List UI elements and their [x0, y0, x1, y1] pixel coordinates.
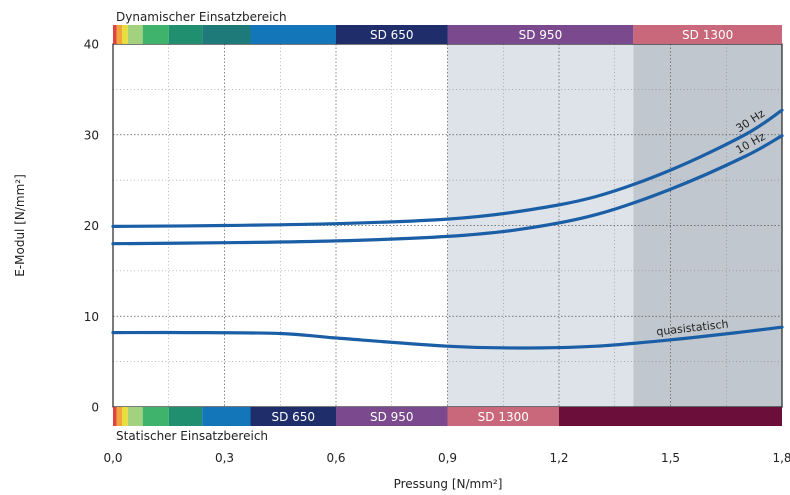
top-band-segment-9 — [447, 25, 634, 44]
top-band-segment-6 — [202, 25, 251, 44]
bottom-band-segment-7 — [250, 407, 336, 426]
curve-quasistatisch — [111, 325, 784, 350]
y-axis-label: E-Modul [N/mm²] — [13, 174, 27, 277]
bottom-band: SD 650 SD 950 SD 1300 — [113, 407, 782, 426]
x-tick-3: 0,9 — [438, 451, 457, 465]
top-band-segment-4 — [142, 25, 169, 44]
bottom-band-segment-1 — [116, 407, 123, 426]
top-band-label-sd-650: SD 650 — [370, 28, 414, 42]
top-band-label-sd-1300: SD 1300 — [682, 28, 733, 42]
bottom-band-label-sd-650: SD 650 — [271, 410, 315, 424]
x-tick-2: 0,6 — [326, 451, 345, 465]
bottom-band-segment-5 — [168, 407, 203, 426]
bottom-band-title: Statischer Einsatzbereich — [116, 429, 268, 443]
bottom-band-segment-10 — [559, 407, 782, 426]
curve-10-hz — [111, 134, 784, 246]
x-tick-6: 1,8 — [772, 451, 790, 465]
y-tick-0: 0 — [91, 401, 99, 415]
y-tick-1: 10 — [84, 310, 99, 324]
top-band-segment-3 — [127, 25, 143, 44]
y-tick-3: 30 — [84, 128, 99, 142]
curve-30-hz — [111, 108, 784, 228]
top-band-segment-1 — [116, 25, 123, 44]
bottom-band-segment-9 — [447, 407, 559, 426]
y-tick-labels: 0 10 20 30 40 — [84, 38, 99, 415]
x-tick-4: 1,2 — [549, 451, 568, 465]
bottom-band-segment-3 — [127, 407, 143, 426]
top-band: SD 650 SD 950 SD 1300 — [113, 25, 782, 44]
x-tick-5: 1,5 — [661, 451, 680, 465]
bottom-band-label-sd-950: SD 950 — [370, 410, 414, 424]
y-tick-2: 20 — [84, 219, 99, 233]
bottom-band-segment-4 — [142, 407, 169, 426]
x-tick-0: 0,0 — [103, 451, 122, 465]
top-band-segment-8 — [336, 25, 448, 44]
top-band-segment-0 — [113, 25, 117, 44]
x-tick-1: 0,3 — [215, 451, 234, 465]
y-tick-4: 40 — [84, 38, 99, 52]
top-band-segment-5 — [168, 25, 203, 44]
top-band-title: Dynamischer Einsatzbereich — [116, 10, 287, 24]
top-band-segment-2 — [122, 25, 128, 44]
top-band-segment-7 — [250, 25, 336, 44]
top-band-label-sd-950: SD 950 — [519, 28, 563, 42]
bottom-band-segment-8 — [336, 407, 448, 426]
bottom-band-segment-2 — [122, 407, 128, 426]
x-axis-label: Pressung [N/mm²] — [394, 477, 503, 491]
x-tick-labels: 0,0 0,3 0,6 0,9 1,2 1,5 1,8 — [103, 451, 790, 465]
curves — [111, 108, 784, 350]
bottom-band-segment-0 — [113, 407, 117, 426]
bottom-band-segment-6 — [202, 407, 251, 426]
bottom-band-label-sd-1300: SD 1300 — [478, 410, 529, 424]
top-band-segment-10 — [633, 25, 782, 44]
